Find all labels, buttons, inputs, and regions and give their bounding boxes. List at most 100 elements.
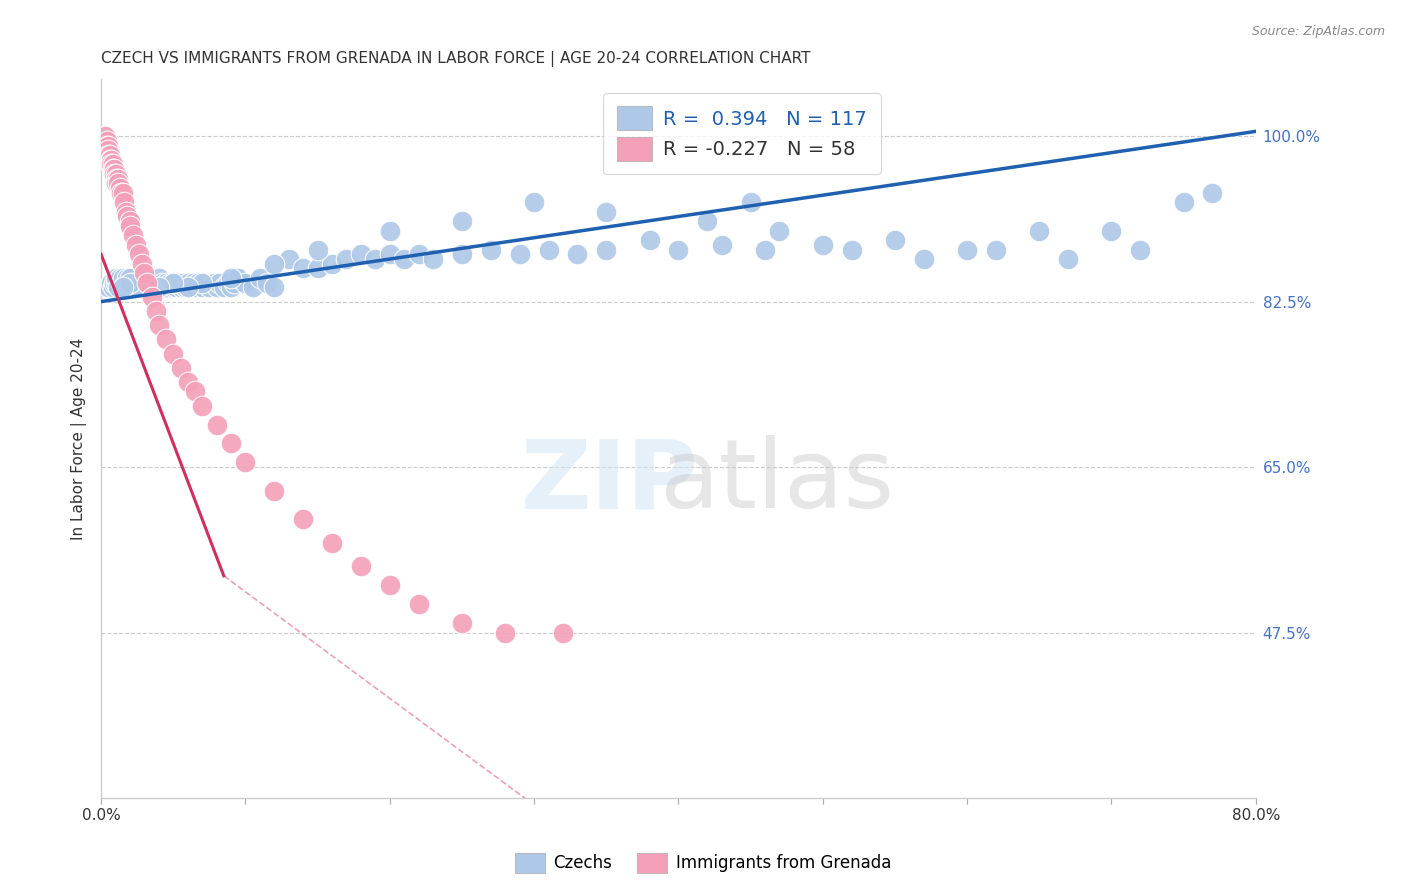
Point bbox=[169, 360, 191, 375]
Point bbox=[134, 276, 156, 290]
Point bbox=[177, 280, 200, 294]
Point bbox=[170, 276, 193, 290]
Text: atlas: atlas bbox=[659, 435, 894, 528]
Point bbox=[128, 280, 150, 294]
Point bbox=[127, 276, 149, 290]
Point bbox=[208, 276, 231, 290]
Point bbox=[710, 237, 733, 252]
Point bbox=[212, 280, 235, 294]
Point bbox=[191, 276, 214, 290]
Point bbox=[1173, 195, 1195, 210]
Point bbox=[96, 143, 118, 157]
Point bbox=[509, 247, 531, 261]
Point bbox=[162, 276, 184, 290]
Point bbox=[567, 247, 589, 261]
Point bbox=[134, 266, 156, 280]
Point bbox=[235, 455, 257, 469]
Point bbox=[118, 276, 141, 290]
Point bbox=[235, 276, 257, 290]
Text: Source: ZipAtlas.com: Source: ZipAtlas.com bbox=[1251, 25, 1385, 38]
Point bbox=[148, 280, 170, 294]
Point bbox=[422, 252, 444, 266]
Point bbox=[101, 157, 124, 171]
Text: CZECH VS IMMIGRANTS FROM GRENADA IN LABOR FORCE | AGE 20-24 CORRELATION CHART: CZECH VS IMMIGRANTS FROM GRENADA IN LABO… bbox=[101, 51, 811, 67]
Point bbox=[110, 186, 132, 200]
Point bbox=[551, 625, 574, 640]
Point bbox=[378, 247, 401, 261]
Point bbox=[167, 276, 190, 290]
Point bbox=[378, 224, 401, 238]
Point bbox=[263, 257, 285, 271]
Point bbox=[138, 276, 160, 290]
Point bbox=[101, 162, 124, 177]
Point bbox=[139, 280, 162, 294]
Point bbox=[165, 280, 187, 294]
Point bbox=[162, 276, 184, 290]
Point bbox=[129, 276, 152, 290]
Point bbox=[194, 276, 217, 290]
Point bbox=[321, 257, 343, 271]
Point bbox=[184, 280, 207, 294]
Point bbox=[202, 276, 225, 290]
Legend: Czechs, Immigrants from Grenada: Czechs, Immigrants from Grenada bbox=[509, 847, 897, 880]
Point bbox=[321, 535, 343, 549]
Point bbox=[111, 271, 134, 285]
Point bbox=[256, 276, 278, 290]
Point bbox=[115, 210, 138, 224]
Point bbox=[222, 276, 245, 290]
Point bbox=[114, 276, 136, 290]
Point bbox=[127, 280, 149, 294]
Point bbox=[479, 243, 502, 257]
Point bbox=[263, 280, 285, 294]
Point bbox=[134, 276, 156, 290]
Point bbox=[668, 243, 690, 257]
Point bbox=[451, 247, 474, 261]
Point bbox=[392, 252, 415, 266]
Point bbox=[104, 171, 127, 186]
Point bbox=[97, 148, 120, 162]
Point bbox=[198, 280, 221, 294]
Point bbox=[173, 280, 195, 294]
Point bbox=[180, 280, 202, 294]
Point bbox=[350, 247, 373, 261]
Point bbox=[136, 276, 159, 290]
Point bbox=[523, 195, 546, 210]
Text: ZIP: ZIP bbox=[520, 435, 699, 528]
Point bbox=[912, 252, 935, 266]
Point bbox=[118, 219, 141, 233]
Point bbox=[1201, 186, 1223, 200]
Point bbox=[104, 167, 127, 181]
Point bbox=[125, 237, 148, 252]
Point bbox=[148, 271, 170, 285]
Point bbox=[754, 243, 776, 257]
Point bbox=[277, 252, 299, 266]
Point bbox=[98, 148, 121, 162]
Point bbox=[112, 280, 135, 294]
Point bbox=[111, 280, 134, 294]
Point bbox=[142, 280, 165, 294]
Point bbox=[96, 138, 118, 153]
Point bbox=[152, 280, 174, 294]
Point bbox=[155, 276, 177, 290]
Point bbox=[107, 280, 129, 294]
Point bbox=[112, 195, 135, 210]
Point bbox=[219, 280, 242, 294]
Point bbox=[219, 436, 242, 450]
Point bbox=[100, 157, 122, 171]
Point bbox=[94, 138, 117, 153]
Point bbox=[156, 280, 179, 294]
Point bbox=[98, 157, 121, 171]
Point bbox=[141, 290, 163, 304]
Point bbox=[103, 276, 125, 290]
Point bbox=[107, 177, 129, 191]
Point bbox=[217, 276, 239, 290]
Point bbox=[97, 153, 120, 167]
Point bbox=[118, 214, 141, 228]
Point bbox=[131, 280, 153, 294]
Point bbox=[184, 384, 207, 399]
Point bbox=[408, 247, 430, 261]
Point bbox=[263, 483, 285, 498]
Point bbox=[122, 280, 145, 294]
Point bbox=[159, 276, 181, 290]
Point bbox=[595, 204, 617, 219]
